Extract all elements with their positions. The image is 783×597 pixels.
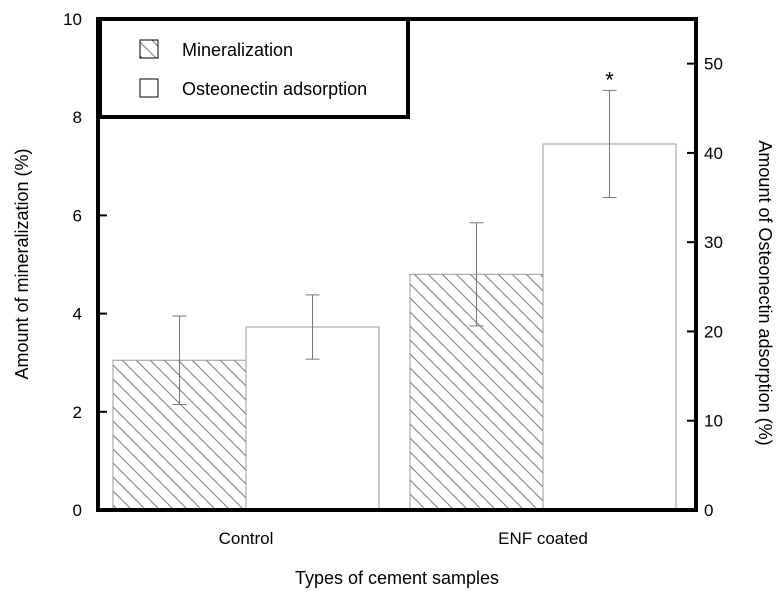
legend-label-mineralization: Mineralization (182, 40, 293, 60)
y2-tick-label-5: 50 (704, 55, 723, 74)
right-axis-ticks: 0 10 20 30 40 50 (687, 55, 723, 520)
bar-osteonectin-adsorption-1 (542, 143, 677, 511)
y2-tick-label-4: 40 (704, 144, 723, 163)
y2-tick-label-3: 30 (704, 233, 723, 252)
bars-group (112, 143, 677, 511)
x-tick-label-1: ENF coated (498, 529, 588, 548)
legend-label-osteonectin: Osteonectin adsorption (182, 79, 367, 99)
y-axis-title: Amount of mineralization (%) (12, 148, 32, 379)
legend-box (98, 17, 410, 119)
y2-tick-label-0: 0 (704, 501, 713, 520)
y2-tick-label-2: 20 (704, 322, 723, 341)
x-tick-label-0: Control (219, 529, 274, 548)
y-tick-label-2: 4 (73, 305, 82, 324)
legend-swatch-mineralization (139, 39, 159, 59)
y-tick-label-4: 8 (73, 108, 82, 127)
significance-marker-0: * (605, 67, 614, 92)
y-tick-label-0: 0 (73, 501, 82, 520)
x-axis-ticks: Control ENF coated (219, 529, 588, 548)
y2-axis-title: Amount of Osteonectin adsorption (%) (755, 140, 775, 445)
left-axis-ticks: 0 2 4 6 8 10 (63, 10, 107, 520)
annotations-group: * (605, 67, 614, 92)
y-tick-label-1: 2 (73, 403, 82, 422)
y2-tick-label-1: 10 (704, 412, 723, 431)
x-axis-title: Types of cement samples (295, 568, 499, 588)
y-tick-label-3: 6 (73, 206, 82, 225)
y-tick-label-5: 10 (63, 10, 82, 29)
error-bars-group (172, 89, 617, 405)
legend: Mineralization Osteonectin adsorption (98, 17, 410, 119)
legend-swatch-osteonectin (139, 78, 159, 98)
